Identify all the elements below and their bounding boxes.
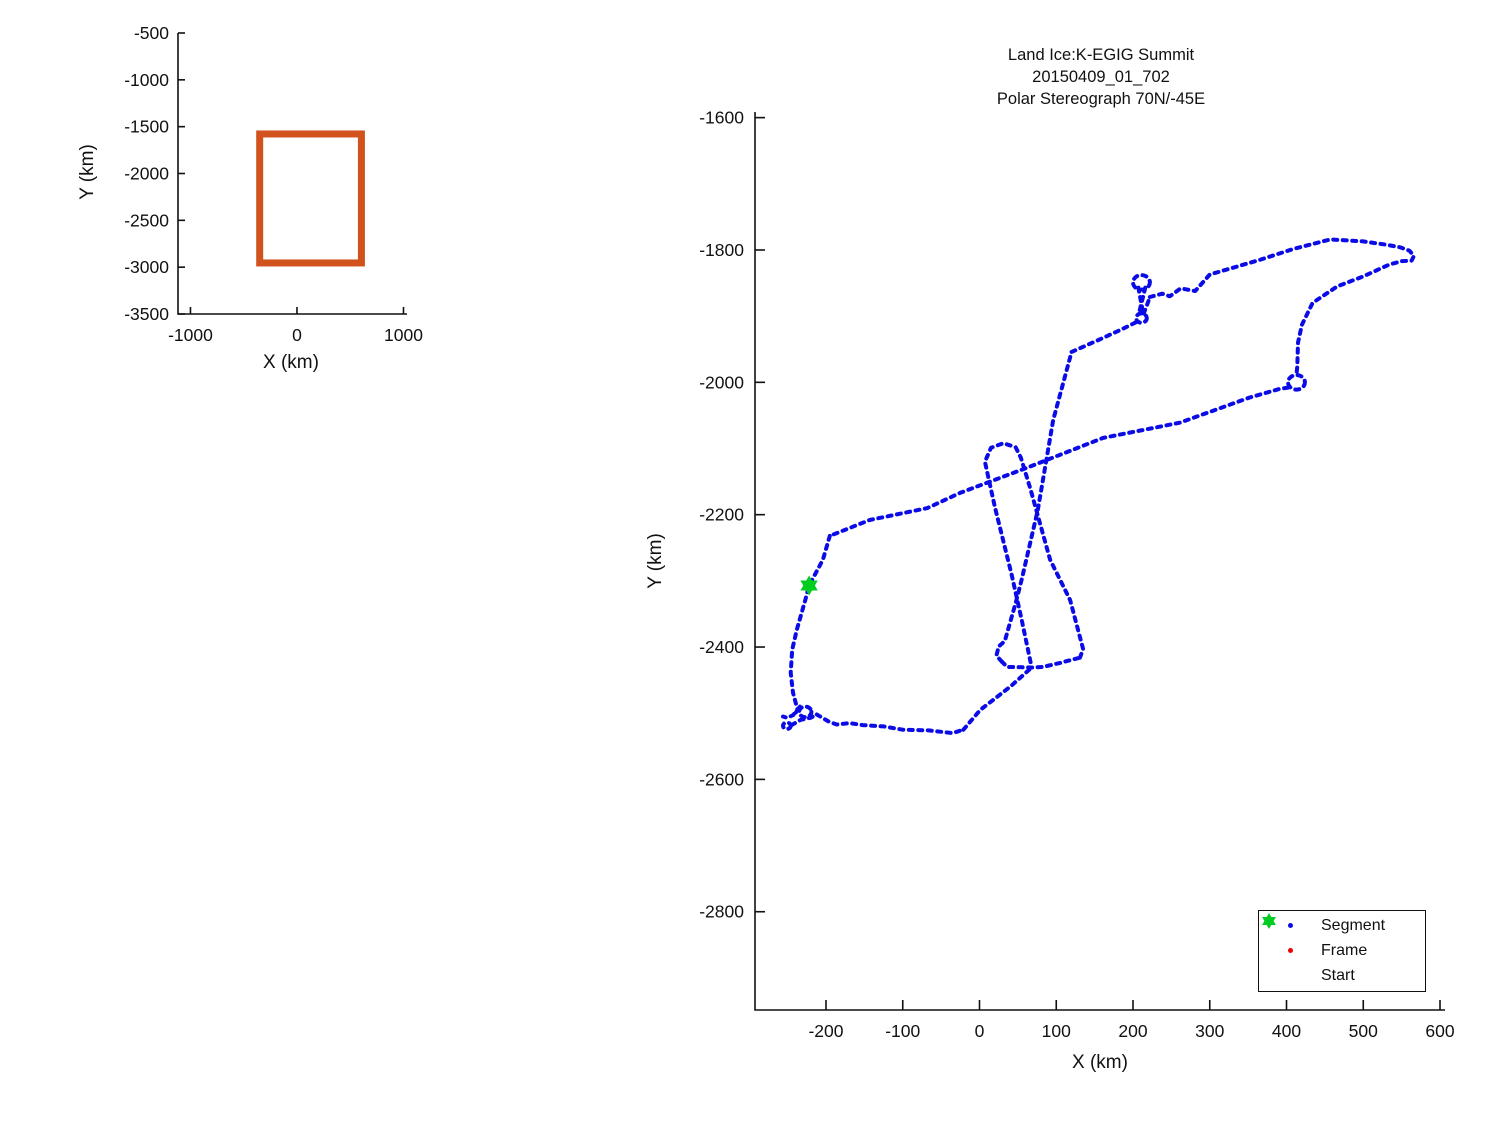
flight-track-plot: -200 -100 0 100 200 300 400 500 600 -1600 -1800 -20… <box>699 108 1455 1041</box>
flight-path-loop <box>781 720 793 732</box>
plot-title-line3: Polar Stereograph 70N/-45E <box>996 90 1206 108</box>
svg-text:-2000: -2000 <box>124 164 169 184</box>
legend-item-start: Start <box>1259 913 1425 988</box>
flight-path-segment <box>961 665 1034 732</box>
svg-text:-3500: -3500 <box>124 304 169 324</box>
svg-text:-500: -500 <box>134 23 169 43</box>
svg-text:600: 600 <box>1425 1021 1454 1041</box>
flight-path-loop <box>1286 373 1307 392</box>
flight-path-segment <box>781 704 802 720</box>
svg-text:-3000: -3000 <box>124 257 169 277</box>
plot-title: Land Ice:K-EGIG Summit 20150409_01_702 P… <box>997 44 1205 110</box>
flight-path-segment <box>814 712 966 736</box>
flight-path-loop <box>1131 273 1152 292</box>
svg-text:-1600: -1600 <box>699 108 744 128</box>
flight-ylabel: Y (km) <box>645 533 666 589</box>
flight-path-loop <box>797 704 814 720</box>
svg-text:-1500: -1500 <box>124 117 169 137</box>
legend: Segment Frame Start <box>1258 910 1426 992</box>
overview-xlabel: X (km) <box>263 352 319 373</box>
flight-path-segment <box>789 712 819 728</box>
segment-dot-icon <box>1259 923 1321 929</box>
svg-text:-100: -100 <box>885 1021 920 1041</box>
svg-text:-2500: -2500 <box>124 210 169 230</box>
flight-path-segment <box>1137 285 1148 315</box>
flight-path-segment <box>1141 295 1152 316</box>
svg-text:-200: -200 <box>808 1021 843 1041</box>
svg-text:-1000: -1000 <box>124 70 169 90</box>
svg-text:300: 300 <box>1195 1021 1224 1041</box>
legend-item-frame: Frame <box>1259 939 1425 963</box>
svg-text:-2800: -2800 <box>699 902 744 922</box>
overview-ylabel: Y (km) <box>77 144 98 200</box>
coverage-rect <box>256 130 365 267</box>
svg-text:-2400: -2400 <box>699 637 744 657</box>
flight-path-segment <box>999 655 1082 670</box>
legend-label-segment: Segment <box>1321 916 1386 934</box>
svg-text:-2200: -2200 <box>699 505 744 525</box>
flight-path-segment <box>994 349 1074 664</box>
overview-plot: -1000 0 1000 -500 -1000 -1500 -2000 -2500 -3000 -… <box>124 23 423 345</box>
svg-text:400: 400 <box>1272 1021 1301 1041</box>
svg-text:0: 0 <box>975 1021 985 1041</box>
svg-text:-1000: -1000 <box>168 325 213 345</box>
svg-text:200: 200 <box>1118 1021 1147 1041</box>
start-marker <box>800 580 818 596</box>
svg-text:500: 500 <box>1349 1021 1378 1041</box>
svg-text:0: 0 <box>292 325 302 345</box>
flight-path-segment <box>788 533 832 716</box>
plot-title-line1: Land Ice:K-EGIG Summit <box>1007 46 1195 64</box>
svg-text:100: 100 <box>1042 1021 1071 1041</box>
flight-path-segment <box>982 441 1086 670</box>
svg-text:-2600: -2600 <box>699 769 744 789</box>
legend-label-start: Start <box>1321 967 1355 985</box>
frame-dot-icon <box>1259 948 1321 954</box>
plot-title-line2: 20150409_01_702 <box>1032 68 1170 86</box>
flight-path-segment <box>1069 318 1142 354</box>
flight-path-segment <box>1147 237 1416 377</box>
flight-xlabel: X (km) <box>1072 1052 1128 1073</box>
svg-text:1000: 1000 <box>384 325 423 345</box>
flight-path-loop <box>1134 311 1149 325</box>
legend-label-frame: Frame <box>1321 941 1368 959</box>
svg-text:-2000: -2000 <box>699 372 744 392</box>
svg-text:-1800: -1800 <box>699 240 744 260</box>
legend-item-segment: Segment <box>1259 914 1425 938</box>
flight-path-segment <box>827 385 1290 538</box>
